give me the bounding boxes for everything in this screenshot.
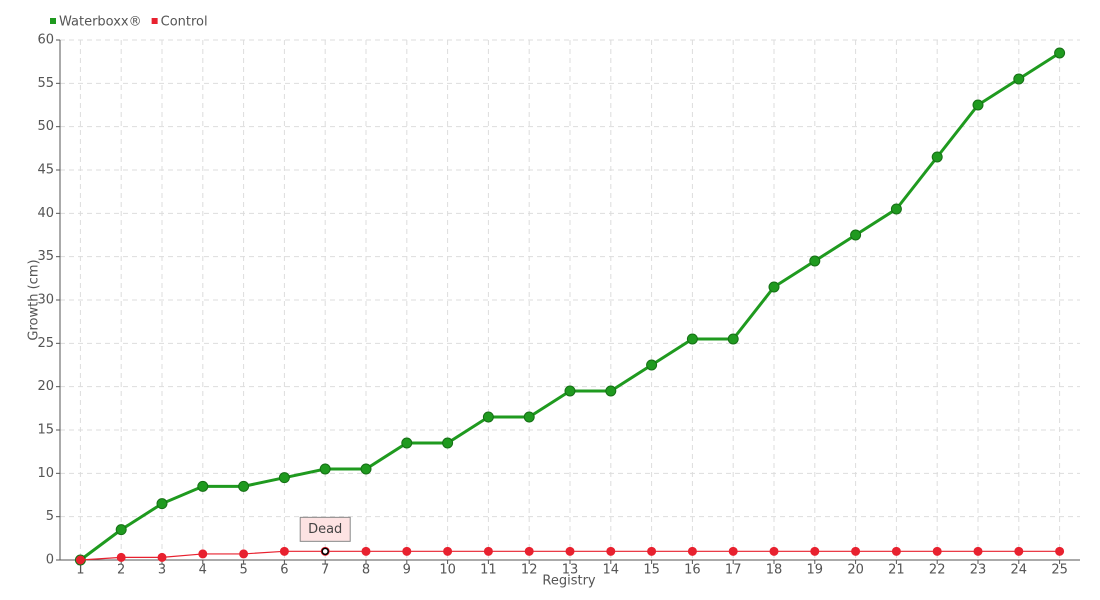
x-tick-label: 24 — [1011, 563, 1028, 578]
x-tick-label: 18 — [766, 563, 783, 578]
x-tick-label: 21 — [888, 563, 905, 578]
data-point — [239, 549, 249, 559]
data-point — [565, 546, 575, 556]
x-tick-label: 22 — [929, 563, 946, 578]
data-point — [75, 555, 85, 565]
data-point — [524, 546, 534, 556]
data-point — [361, 546, 371, 556]
data-point — [319, 463, 331, 475]
legend-swatch — [151, 18, 158, 24]
data-point — [687, 546, 697, 556]
data-point — [1054, 47, 1066, 59]
data-point — [1013, 73, 1025, 85]
data-point — [932, 546, 942, 556]
x-tick-label: 9 — [403, 563, 411, 578]
data-point — [238, 480, 250, 492]
data-point — [197, 480, 209, 492]
data-point — [769, 546, 779, 556]
x-tick-label: 14 — [603, 563, 620, 578]
data-point — [727, 333, 739, 345]
x-tick-label: 11 — [480, 563, 497, 578]
data-point — [810, 546, 820, 556]
x-tick-label: 13 — [562, 563, 579, 578]
data-point — [851, 546, 861, 556]
x-tick-label: 19 — [807, 563, 824, 578]
x-tick-label: 6 — [280, 563, 288, 578]
x-tick-label: 23 — [970, 563, 987, 578]
data-point — [972, 99, 984, 111]
data-point — [973, 546, 983, 556]
data-point — [605, 385, 617, 397]
data-point — [198, 549, 208, 559]
y-tick-label: 40 — [37, 206, 54, 221]
data-point — [523, 411, 535, 423]
data-point — [443, 546, 453, 556]
y-tick-label: 25 — [37, 336, 54, 351]
x-tick-label: 17 — [725, 563, 742, 578]
data-point — [157, 552, 167, 562]
data-point — [116, 552, 126, 562]
annotation-box — [299, 516, 351, 542]
y-tick-label: 15 — [37, 423, 54, 438]
y-tick-label: 10 — [37, 466, 54, 481]
x-tick-label: 15 — [643, 563, 660, 578]
y-tick-label: 35 — [37, 249, 54, 264]
y-tick-label: 50 — [37, 119, 54, 134]
data-point — [891, 546, 901, 556]
data-point — [728, 546, 738, 556]
data-point — [279, 546, 289, 556]
y-tick-label: 60 — [37, 33, 54, 48]
data-point — [360, 463, 372, 475]
x-tick-label: 16 — [684, 563, 701, 578]
x-tick-label: 1 — [76, 563, 84, 578]
y-axis-label: Growth (cm) — [27, 259, 42, 340]
data-point — [401, 437, 413, 449]
data-point — [1055, 546, 1065, 556]
data-point — [646, 359, 658, 371]
data-point — [647, 546, 657, 556]
data-point — [115, 524, 127, 536]
data-point — [850, 229, 862, 241]
x-tick-label: 2 — [117, 563, 125, 578]
y-tick-label: 55 — [37, 76, 54, 91]
y-tick-label: 5 — [46, 509, 54, 524]
x-tick-label: 10 — [439, 563, 456, 578]
y-tick-label: 45 — [37, 163, 54, 178]
legend-label: Waterboxx® — [59, 15, 142, 30]
data-point — [931, 151, 943, 163]
highlight-point — [321, 547, 329, 556]
data-point — [278, 472, 290, 484]
x-tick-label: 25 — [1051, 563, 1068, 578]
x-tick-label: 12 — [521, 563, 538, 578]
data-point — [442, 437, 454, 449]
legend-label: Control — [161, 15, 208, 30]
x-tick-label: 3 — [158, 563, 166, 578]
data-point — [606, 546, 616, 556]
y-tick-label: 0 — [46, 553, 54, 568]
data-point — [1014, 546, 1024, 556]
annotation: Dead — [299, 516, 351, 542]
x-tick-label: 7 — [321, 563, 329, 578]
data-point — [564, 385, 576, 397]
data-point — [482, 411, 494, 423]
x-tick-label: 5 — [239, 563, 247, 578]
data-point — [686, 333, 698, 345]
data-point — [483, 546, 493, 556]
y-tick-label: 30 — [37, 293, 54, 308]
data-point — [809, 255, 821, 267]
data-point — [402, 546, 412, 556]
y-tick-label: 20 — [37, 379, 54, 394]
annotation-text: Dead — [308, 522, 342, 537]
data-point — [890, 203, 902, 215]
data-point — [768, 281, 780, 293]
x-tick-label: 20 — [847, 563, 864, 578]
x-tick-label: 4 — [199, 563, 207, 578]
x-axis-label: Registry — [542, 574, 596, 589]
legend-swatch — [50, 18, 56, 24]
data-point — [156, 498, 168, 510]
x-tick-label: 8 — [362, 563, 370, 578]
